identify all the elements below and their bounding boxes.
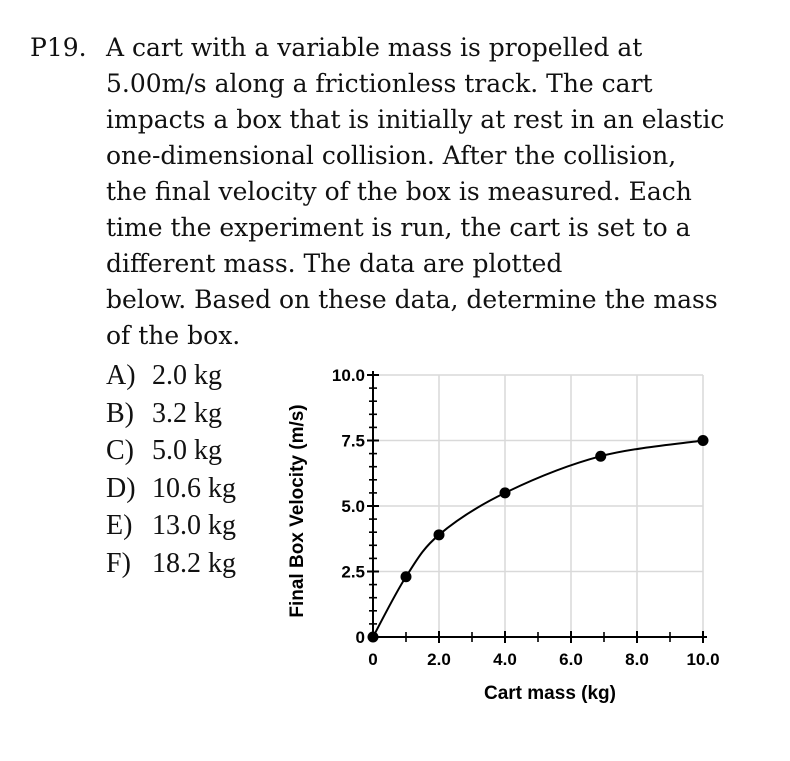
answer-choices: A) 2.0 kg B) 3.2 kg C) 5.0 kg D) 10.6 kg E) 13.0 … (106, 357, 236, 582)
chart-svg: 0 2.5 5.0 7.5 10.0 0 2.0 4.0 6.0 8.0 10.0 Cart mass… (287, 366, 720, 704)
choice-letter: E) (106, 510, 133, 541)
choice-value: 13.0 kg (152, 510, 236, 541)
choice-letter: D) (106, 472, 136, 504)
problem-text-line: impacts a box that is initially at rest … (106, 105, 725, 134)
choice-letter: B) (106, 397, 134, 429)
problem-text-line: A cart with a variable mass is propelled… (106, 33, 643, 62)
choice-value: 2.0 kg (152, 360, 222, 391)
answer-choice: F) 18.2 kg (106, 545, 236, 583)
y-tick-label: 7.5 (341, 432, 365, 451)
problem-text: A cart with a variable mass is propelled… (106, 30, 756, 354)
problem-text-line: time the experiment is run, the cart is … (106, 213, 691, 242)
data-point (697, 435, 709, 446)
problem-text-line: one-dimensional collision. After the col… (106, 141, 677, 170)
answer-choice: C) 5.0 kg (106, 432, 236, 470)
problem-text-line: the final velocity of the box is measure… (106, 177, 692, 206)
answer-choice: B) 3.2 kg (106, 395, 236, 433)
choice-value: 5.0 kg (152, 435, 222, 466)
y-tick-label: 0 (356, 628, 365, 647)
choice-letter: A) (106, 360, 136, 391)
choice-value: 3.2 kg (152, 397, 222, 429)
x-tick-label: 4.0 (493, 650, 517, 669)
data-point (367, 631, 379, 643)
choice-value: 10.6 kg (152, 472, 236, 504)
x-tick-label: 8.0 (625, 650, 649, 669)
data-point (433, 529, 445, 541)
x-tick-label: 2.0 (427, 650, 451, 669)
x-tick-label: 6.0 (559, 650, 583, 669)
choice-value: 18.2 kg (152, 547, 236, 579)
answer-choice: E) 13.0 kg (106, 507, 236, 545)
answer-choice: D) 10.6 kg (106, 470, 236, 508)
data-point (400, 571, 412, 583)
data-point (595, 450, 607, 462)
x-tick-label: 0 (368, 650, 377, 669)
problem-text-line: 5.00m/s along a frictionless track. The … (106, 69, 653, 98)
data-point (499, 487, 511, 499)
problem-text-line: different mass. The data are plotted (106, 249, 563, 278)
velocity-vs-mass-chart: 0 2.5 5.0 7.5 10.0 0 2.0 4.0 6.0 8.0 10.0 Cart mass… (270, 355, 740, 724)
x-axis-title: Cart mass (kg) (484, 683, 616, 704)
x-tick-label: 10.0 (686, 650, 719, 669)
choice-letter: C) (106, 435, 134, 466)
y-tick-label: 5.0 (341, 497, 365, 516)
choice-letter: F) (106, 547, 131, 579)
fit-curve (372, 439, 704, 638)
problem-text-line: below. Based on these data, determine th… (106, 285, 718, 314)
y-tick-label: 10.0 (332, 366, 365, 385)
answer-choice: A) 2.0 kg (106, 357, 236, 395)
problem-text-line: of the box. (106, 321, 241, 350)
y-axis-title: Final Box Velocity (m/s) (287, 404, 308, 617)
y-tick-label: 2.5 (341, 563, 365, 582)
problem-number: P19. (30, 33, 87, 62)
